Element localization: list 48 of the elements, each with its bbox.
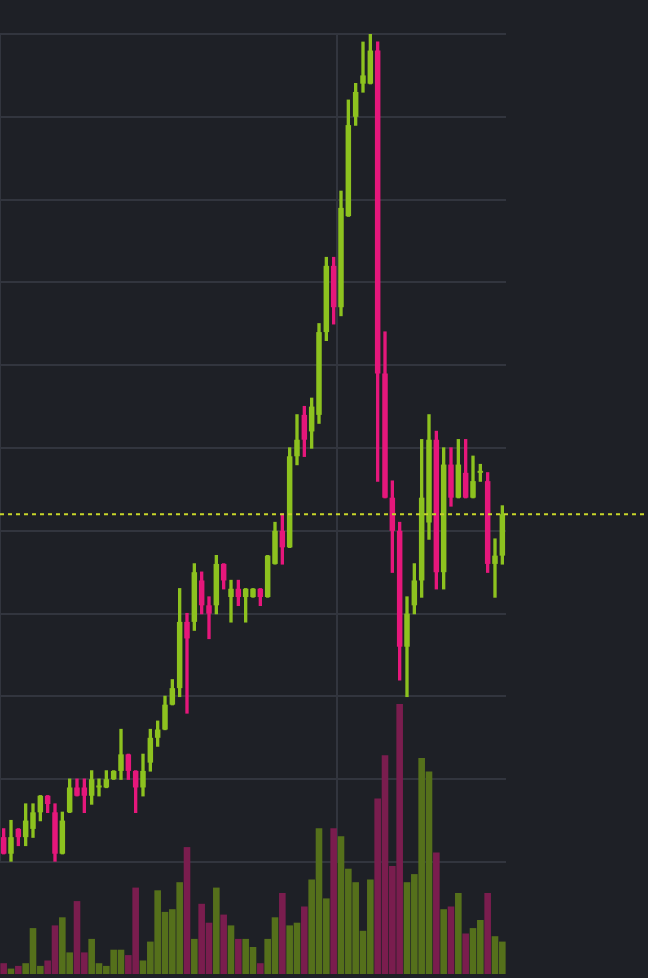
bar — [227, 925, 235, 974]
bar — [469, 928, 477, 974]
bar — [198, 903, 205, 974]
bar — [51, 925, 59, 974]
bar — [403, 882, 411, 974]
bar — [381, 755, 389, 974]
bar — [337, 836, 345, 974]
bar — [29, 928, 37, 974]
bar — [249, 947, 257, 974]
bar — [183, 847, 191, 974]
bar — [330, 828, 337, 974]
bar — [220, 914, 227, 974]
bar — [440, 909, 447, 974]
bar — [213, 887, 220, 974]
candlestick — [184, 612, 190, 714]
bar — [418, 758, 425, 974]
bar — [242, 938, 249, 974]
bar — [88, 938, 95, 974]
bar — [491, 936, 499, 974]
bar — [462, 933, 469, 974]
bar — [433, 852, 440, 974]
bar — [499, 941, 506, 974]
candlestick — [228, 579, 234, 623]
bar — [447, 906, 455, 974]
bar — [154, 890, 161, 974]
bar — [279, 893, 286, 974]
bar — [110, 949, 117, 974]
bar — [286, 925, 293, 974]
bar — [59, 917, 66, 974]
bar — [176, 882, 183, 974]
bar — [235, 938, 242, 974]
bar — [73, 901, 81, 974]
bar — [396, 704, 403, 974]
bar — [0, 963, 7, 974]
bar — [15, 965, 22, 974]
bar — [315, 828, 323, 974]
bar — [301, 906, 308, 974]
candlestick — [96, 778, 102, 797]
bar — [455, 893, 462, 974]
bar — [257, 963, 264, 974]
bar — [477, 920, 484, 974]
bar — [367, 879, 374, 974]
bar — [117, 949, 125, 974]
bar — [484, 893, 491, 974]
bar — [293, 922, 301, 974]
bar — [132, 887, 139, 974]
bar — [191, 938, 198, 974]
bar — [271, 917, 279, 974]
